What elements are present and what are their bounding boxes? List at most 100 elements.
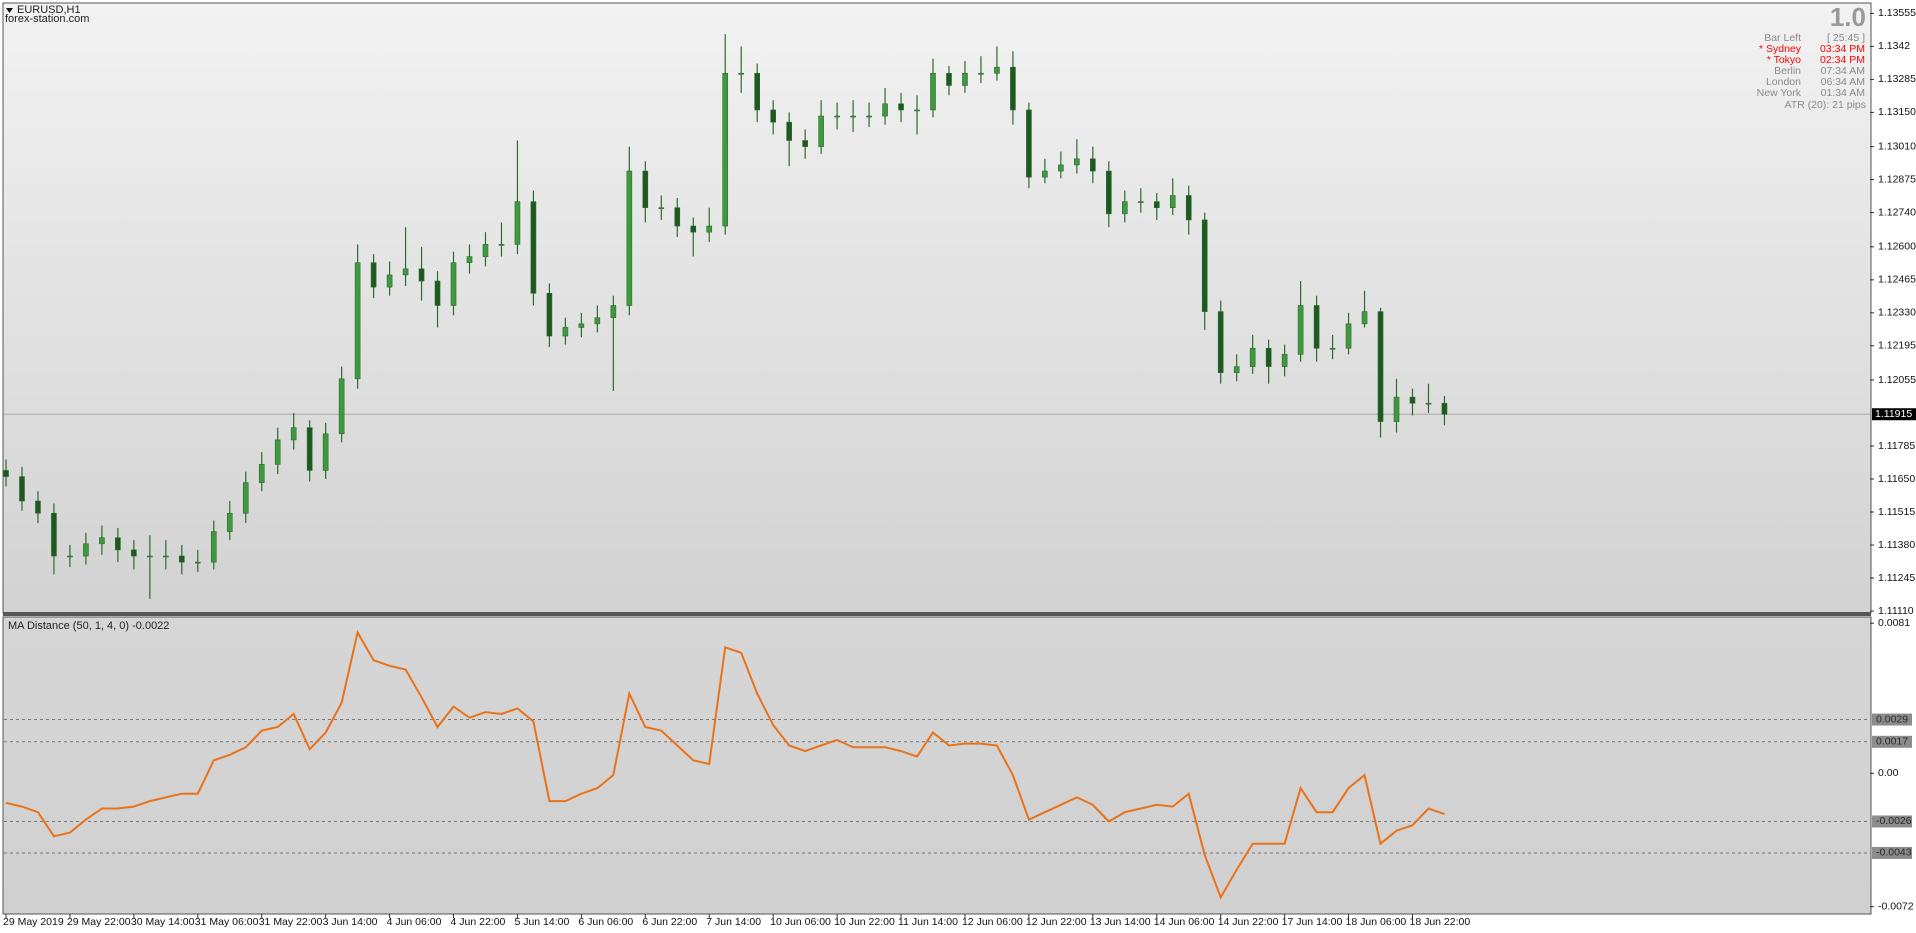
candle-body bbox=[99, 537, 105, 545]
candle-body bbox=[1153, 201, 1160, 209]
candle-body bbox=[67, 555, 73, 558]
x-tick-label: 6 Jun 06:00 bbox=[578, 916, 633, 928]
y-tick-label: 1.12055 bbox=[1878, 374, 1916, 386]
level-label: -0.0043 bbox=[1876, 847, 1912, 859]
session-label: * Sydney bbox=[1759, 43, 1802, 55]
x-tick-label: 4 Jun 06:00 bbox=[387, 916, 442, 928]
indicator-pane bbox=[2, 616, 1872, 915]
site: forex-station.com bbox=[5, 13, 89, 25]
candle-body bbox=[1217, 311, 1224, 373]
candle-body bbox=[51, 512, 57, 557]
y-tick-label: 1.12330 bbox=[1878, 307, 1916, 319]
candle-body bbox=[818, 115, 824, 147]
x-tick-label: 10 Jun 06:00 bbox=[770, 916, 831, 928]
x-tick-label: 17 Jun 14:00 bbox=[1282, 916, 1343, 928]
candle-body bbox=[1249, 347, 1256, 367]
candle-body bbox=[1377, 311, 1384, 422]
x-tick-label: 31 May 22:00 bbox=[259, 916, 323, 928]
candle-body bbox=[210, 531, 217, 563]
candle-body bbox=[1137, 201, 1144, 203]
candle-body bbox=[610, 305, 617, 318]
y-tick-label: 1.11785 bbox=[1878, 440, 1915, 452]
candle-body bbox=[1361, 311, 1368, 325]
plot-layer: Bar Left [ 25:45 ] * Sydney 03:34 PM * Tokyo… bbox=[3, 7, 1916, 928]
x-tick-label: 6 Jun 22:00 bbox=[642, 916, 697, 928]
candle-body bbox=[1409, 396, 1416, 404]
session-value: 07:34 AM bbox=[1821, 65, 1865, 77]
candle-body bbox=[658, 207, 665, 210]
candle-body bbox=[898, 103, 904, 111]
candle-body bbox=[83, 543, 89, 557]
candle-body bbox=[946, 72, 952, 86]
y-tick-label: 1.12465 bbox=[1878, 274, 1916, 286]
candle-body bbox=[402, 268, 409, 276]
candle-body bbox=[386, 274, 393, 288]
candle-body bbox=[1026, 109, 1032, 178]
candle-body bbox=[306, 427, 313, 471]
level-box bbox=[1872, 713, 1912, 726]
level-label: 0.0029 bbox=[1876, 713, 1908, 725]
session-label: Berlin bbox=[1774, 65, 1801, 77]
candle-body bbox=[194, 561, 201, 564]
candle-body bbox=[786, 121, 792, 141]
candle-body bbox=[290, 427, 297, 441]
candle-body bbox=[498, 244, 505, 246]
candle-body bbox=[1265, 347, 1272, 367]
x-tick-label: 13 Jun 14:00 bbox=[1090, 916, 1151, 928]
menu-triangle[interactable] bbox=[6, 8, 13, 13]
x-tick-label: 11 Jun 14:00 bbox=[898, 916, 958, 928]
candle-body bbox=[562, 327, 569, 337]
candle-body bbox=[466, 256, 473, 264]
x-tick-label: 31 May 06:00 bbox=[195, 916, 259, 928]
session-label: Bar Left bbox=[1764, 32, 1801, 44]
x-tick-label: 10 Jun 22:00 bbox=[834, 916, 895, 928]
y-tick-label: 1.13285 bbox=[1878, 73, 1916, 85]
candle-body bbox=[738, 72, 745, 75]
level-label: 0.0017 bbox=[1876, 736, 1908, 748]
candle-body bbox=[1121, 201, 1128, 215]
candle-body bbox=[338, 378, 345, 435]
candle-body bbox=[1058, 164, 1064, 172]
y-tick-label: 1.13555 bbox=[1878, 7, 1916, 19]
candle-body bbox=[258, 464, 265, 483]
y-tick-label: 1.11110 bbox=[1878, 605, 1914, 617]
candle-body bbox=[19, 476, 25, 502]
x-tick-label: 12 Jun 06:00 bbox=[962, 916, 1023, 928]
candle-body bbox=[1233, 366, 1240, 373]
candle-body bbox=[850, 115, 856, 118]
candle-body bbox=[274, 439, 281, 465]
candle-body bbox=[1169, 195, 1176, 209]
candle-body bbox=[754, 72, 760, 111]
main-pane bbox=[2, 2, 1872, 614]
candle-body bbox=[450, 262, 457, 306]
candle-body bbox=[834, 115, 840, 118]
level-box bbox=[1872, 735, 1912, 748]
y-tick-label: 1.1342 bbox=[1878, 40, 1910, 52]
x-tick-label: 30 May 14:00 bbox=[131, 916, 195, 928]
pane-separator bbox=[3, 612, 1871, 616]
candle-body bbox=[1345, 323, 1352, 349]
session-value: [ 25:45 ] bbox=[1827, 32, 1865, 44]
x-tick-label: 5 Jun 14:00 bbox=[514, 916, 569, 928]
x-tick-label: 14 Jun 06:00 bbox=[1154, 916, 1215, 928]
y-tick-label: 1.11650 bbox=[1878, 473, 1915, 485]
candle-body bbox=[434, 280, 441, 306]
y-tick-label: 0.00 bbox=[1878, 767, 1899, 779]
version: 1.0 bbox=[1830, 2, 1866, 32]
y-tick-label: 1.12875 bbox=[1878, 173, 1916, 185]
session-value: 03:34 PM bbox=[1820, 43, 1865, 55]
candle-body bbox=[1010, 66, 1016, 111]
candle-body bbox=[1329, 347, 1336, 350]
candle-body bbox=[131, 549, 137, 557]
x-tick-label: 18 Jun 06:00 bbox=[1346, 916, 1407, 928]
symbol: EURUSD,H1 bbox=[17, 4, 81, 16]
candle-body bbox=[1074, 158, 1080, 166]
candle-body bbox=[530, 201, 537, 294]
y-tick-label: 1.11515 bbox=[1878, 506, 1915, 518]
candle-body bbox=[594, 317, 601, 325]
candle-body bbox=[1313, 305, 1320, 349]
x-tick-label: 7 Jun 14:00 bbox=[706, 916, 761, 928]
candle-body bbox=[514, 201, 521, 245]
candle-body bbox=[179, 555, 185, 563]
